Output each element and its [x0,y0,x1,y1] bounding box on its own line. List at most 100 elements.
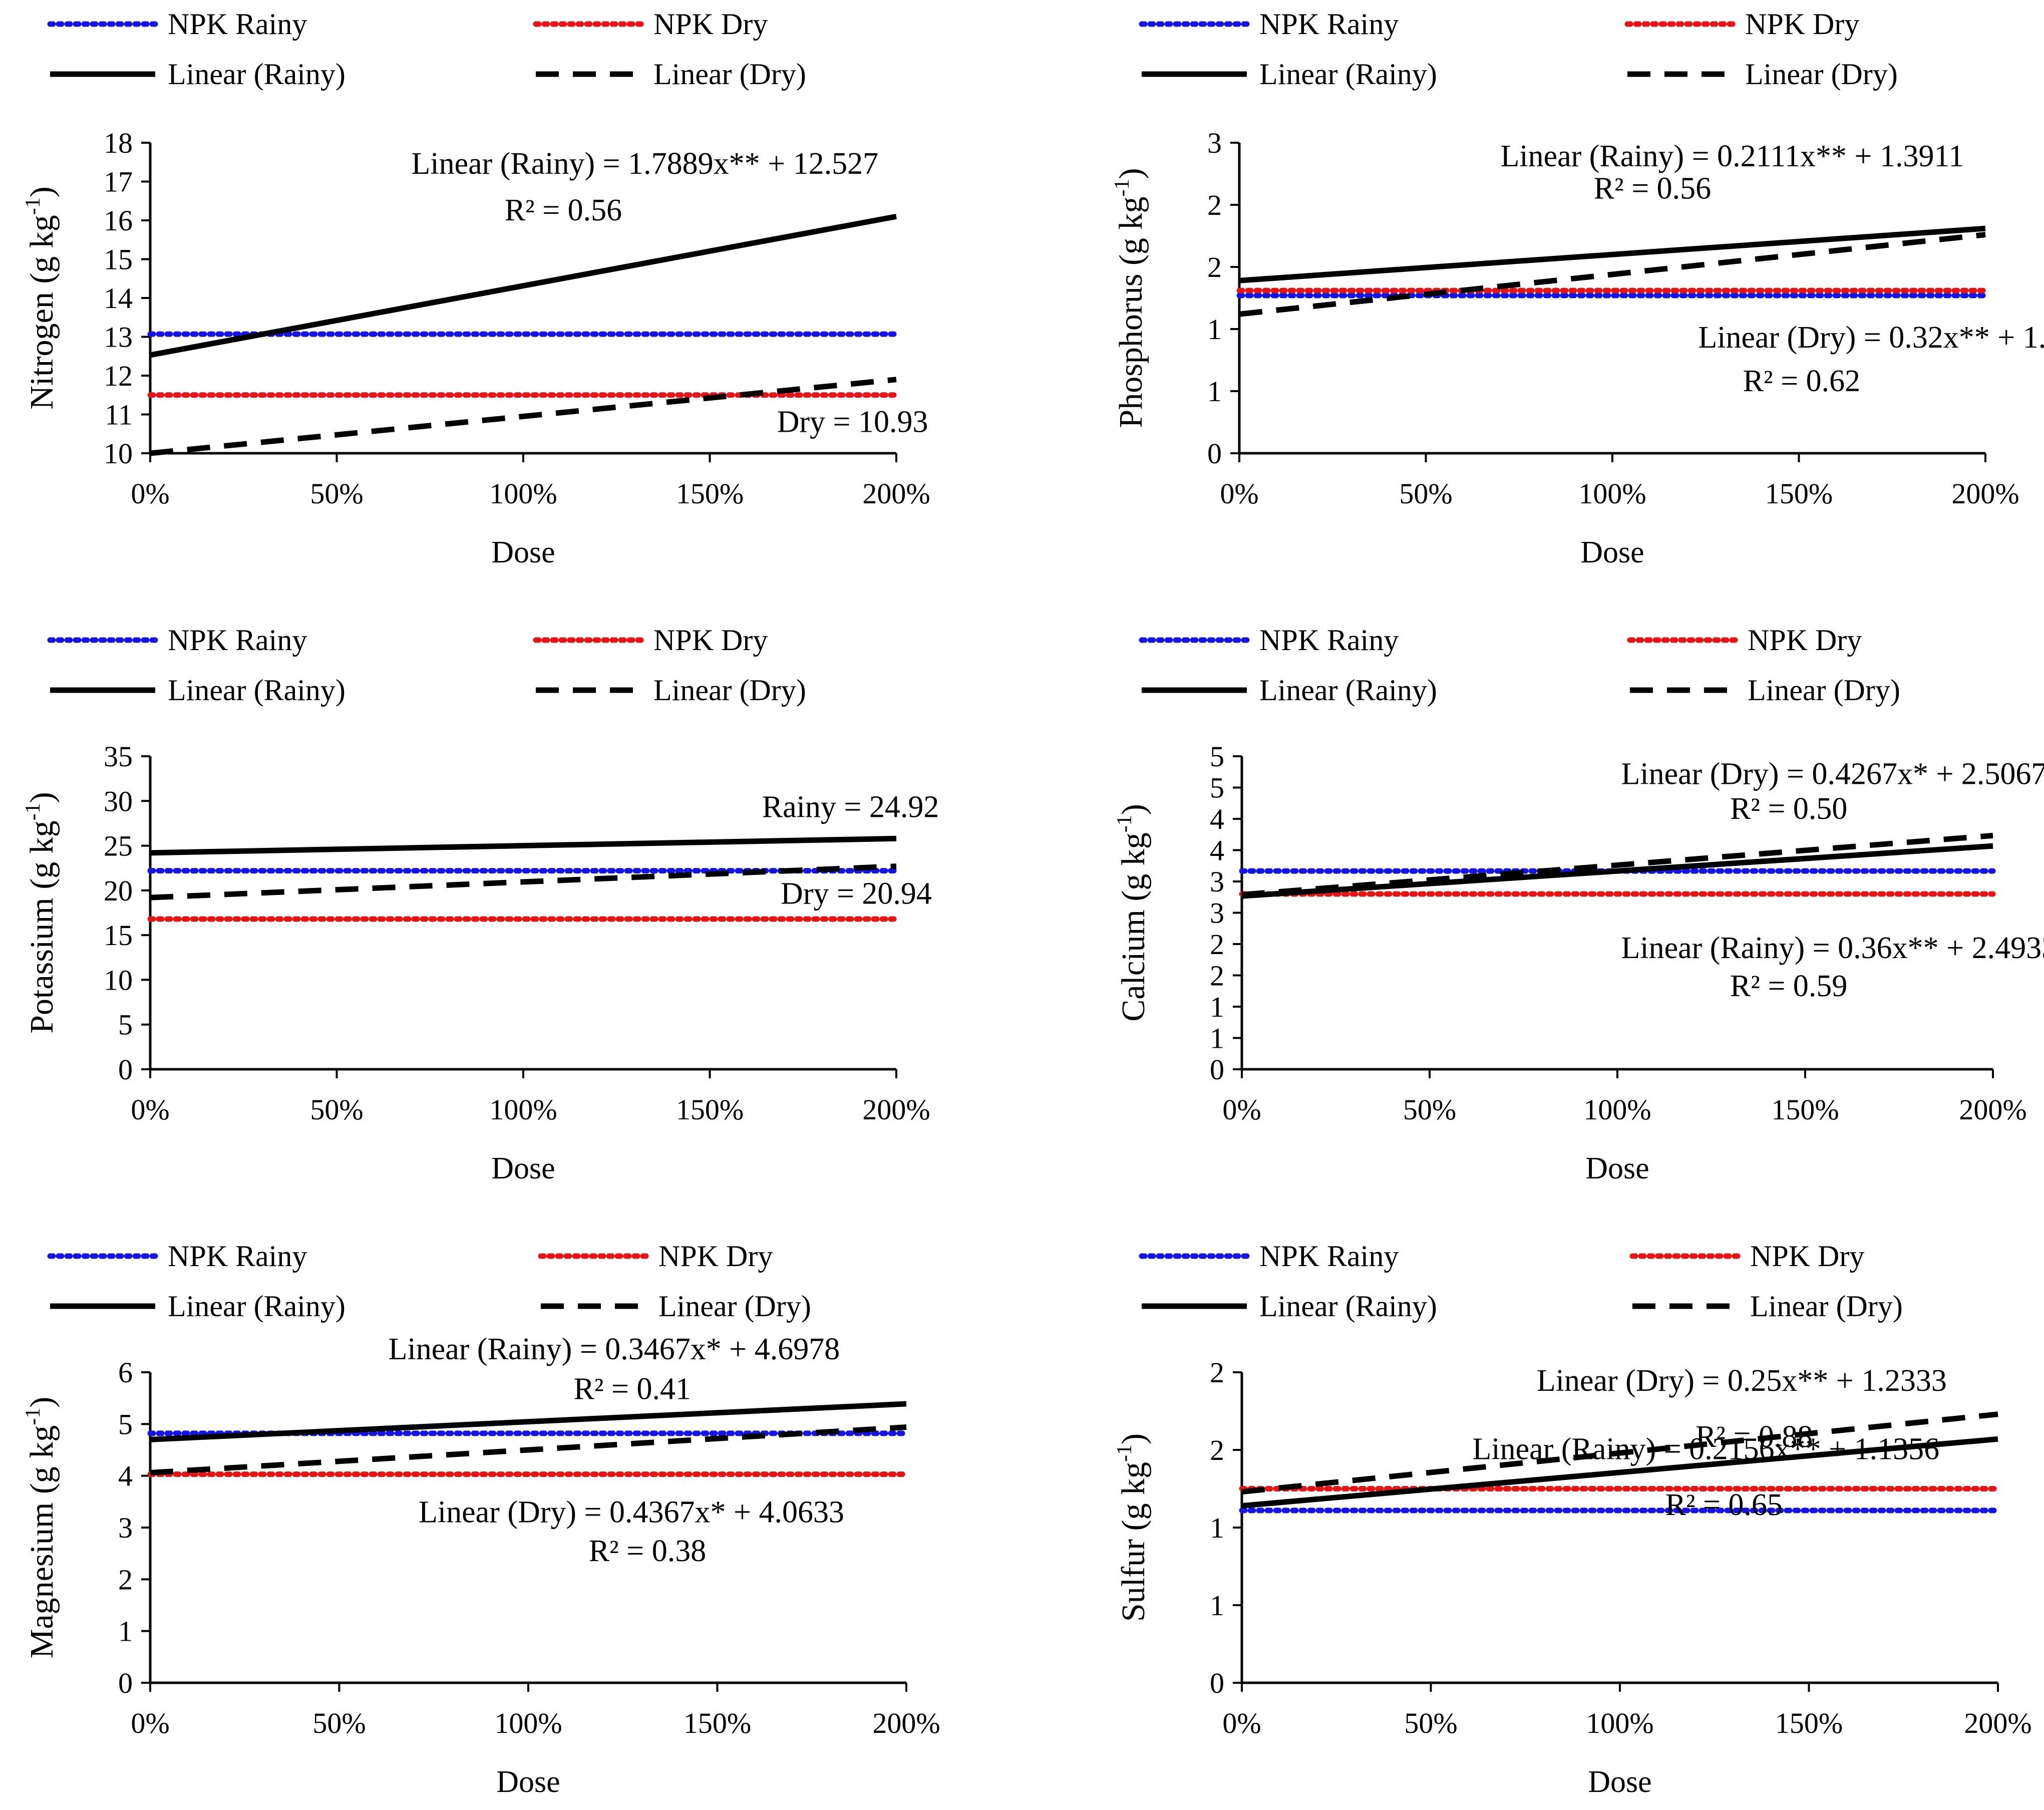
y-tick-label: 15 [104,243,133,276]
x-tick-label: 200% [872,1707,940,1739]
legend-label: Linear (Rainy) [168,58,346,91]
legend-label: NPK Rainy [1259,8,1399,41]
y-tick-label: 1 [1210,1512,1224,1544]
x-tick-label: 150% [684,1707,751,1739]
legend-label: NPK Rainy [1259,1240,1399,1273]
y-tick-label: 5 [118,1408,133,1440]
annotation-label: Linear (Rainy) = 0.36x** + 2.4933 [1621,931,2044,965]
y-tick-label: 3 [1207,127,1222,159]
y-tick-label: 3 [1210,865,1224,898]
y-tick-label: 1 [1210,1022,1224,1055]
x-axis-label: Dose [496,1765,560,1799]
y-tick-label: 1 [118,1615,133,1648]
y-tick-label: 18 [104,127,133,159]
x-axis-label: Dose [1588,1765,1651,1799]
chart-panel-bottom-left: NPK Rainy NPK Dry Linear (Rainy) Linear (Dr… [22,1240,940,1799]
y-tick-label: 2 [118,1563,133,1596]
series-line-linear-dry- [1241,832,1993,897]
annotation-label: Linear (Rainy) = 0.3467x* + 4.6978 [389,1332,840,1366]
legend-label: NPK Rainy [168,1240,307,1273]
legend-label: Linear (Rainy) [1259,58,1437,91]
y-axis-label: Potassium (g kg-1) [22,792,60,1033]
annotation-label: R² = 0.56 [1594,172,1711,206]
x-tick-label: 50% [310,1093,363,1126]
x-tick-label: 100% [494,1707,562,1739]
chart-panel-top-left: NPK Rainy NPK Dry Linear (Rainy) Linear (Dr… [22,8,930,569]
y-tick-label: 1 [1210,991,1224,1023]
x-axis-label: Dose [1585,1151,1649,1185]
y-tick-label: 1 [1207,313,1222,346]
x-tick-label: 0% [131,1093,169,1126]
annotation-label: R² = 0.38 [589,1534,706,1568]
x-tick-label: 150% [676,477,744,510]
annotation-label: R² = 0.62 [1743,364,1860,398]
series-line-linear-dry- [150,377,897,456]
y-tick-label: 10 [104,964,133,996]
y-tick-label: 0 [1210,1053,1224,1086]
legend-label: Linear (Rainy) [1259,1290,1437,1323]
series-line-linear-dry- [150,1424,907,1475]
legend-label: Linear (Dry) [658,1290,811,1323]
x-tick-label: 0% [1220,477,1258,510]
x-axis-label: Dose [491,535,555,569]
y-tick-label: 6 [118,1356,133,1389]
legend-label: Linear (Dry) [653,674,806,707]
annotation-label: R² = 0.41 [574,1372,691,1406]
y-tick-label: 0 [1210,1667,1224,1699]
legend-label: NPK Dry [1750,1240,1864,1273]
legend-label: NPK Dry [1748,624,1862,657]
annotation-label: Linear (Dry) = 0.25x** + 1.2333 [1537,1364,1947,1398]
annotation-label: Dry = 10.93 [777,405,928,439]
x-tick-label: 150% [1765,477,1833,510]
annotation-label: Rainy = 24.92 [762,790,939,824]
annotation-label: R² = 0.50 [1730,792,1847,826]
series-line-linear-rainy- [150,835,897,856]
y-tick-label: 10 [104,437,133,470]
series-line-linear-rainy- [149,213,897,358]
y-tick-label: 5 [1210,740,1224,773]
y-tick-label: 1 [1207,375,1222,408]
y-tick-label: 4 [1210,803,1224,835]
annotation-label: R² = 0.56 [505,193,622,227]
y-tick-label: 17 [104,166,133,198]
legend-label: Linear (Rainy) [168,1290,346,1323]
y-tick-label: 2 [1210,928,1224,961]
x-tick-label: 100% [1586,1707,1653,1739]
x-tick-label: 50% [1399,477,1452,510]
y-tick-label: 13 [104,321,133,354]
y-tick-label: 5 [1210,772,1224,804]
y-tick-label: 3 [1210,897,1224,930]
x-tick-label: 200% [1951,477,2019,510]
x-tick-label: 200% [862,1093,930,1126]
x-tick-label: 50% [310,477,363,510]
series-line-linear-rainy- [1239,225,1986,283]
annotation-label: Dry = 20.94 [781,877,932,911]
annotation-label: R² = 0.88 [1695,1420,1813,1454]
x-tick-label: 150% [1775,1707,1843,1739]
y-tick-label: 5 [118,1009,133,1041]
x-tick-label: 100% [489,477,557,510]
annotation-label: Linear (Dry) = 0.4267x* + 2.5067 [1621,757,2044,791]
y-tick-label: 0 [1207,437,1222,470]
y-tick-label: 16 [104,204,133,237]
series-line-linear-rainy- [1241,843,1993,899]
legend-label: Linear (Dry) [1750,1290,1903,1323]
y-tick-label: 0 [118,1053,133,1086]
series-line-linear-rainy- [150,1401,907,1442]
x-tick-label: 50% [312,1707,366,1739]
y-axis-label: Magnesium (g kg-1) [22,1397,60,1659]
annotation-label: Linear (Rainy) = 0.2111x** + 1.3911 [1501,139,1964,173]
y-tick-label: 2 [1207,251,1222,283]
x-tick-label: 150% [1771,1093,1839,1126]
legend-label: NPK Dry [653,8,768,41]
y-tick-label: 4 [1210,834,1224,867]
y-tick-label: 2 [1207,189,1222,221]
x-tick-label: 100% [489,1093,557,1126]
legend-label: Linear (Rainy) [168,674,346,707]
chart-panel-middle-left: NPK Rainy NPK Dry Linear (Rainy) Linear (Dr… [22,624,939,1185]
chart-panel-bottom-right: NPK Rainy NPK Dry Linear (Rainy) Linear (Dr… [1113,1240,2032,1799]
y-tick-label: 12 [104,360,133,392]
x-tick-label: 0% [131,1707,169,1739]
annotation-label: Linear (Dry) = 0.4367x* + 4.0633 [419,1495,844,1530]
